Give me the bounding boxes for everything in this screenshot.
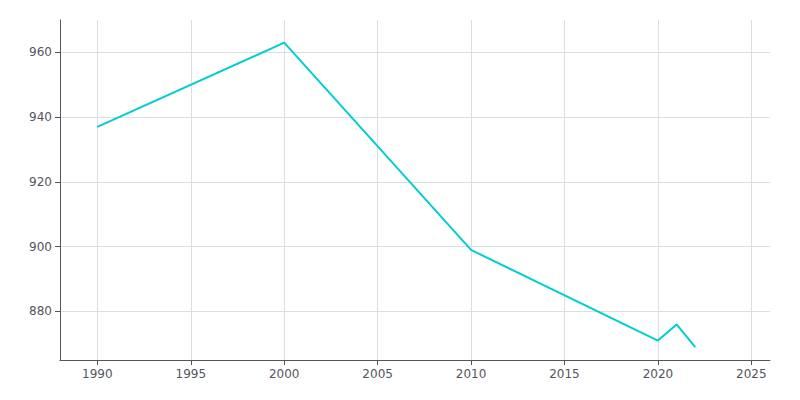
svg-text:2005: 2005 (362, 367, 393, 381)
svg-text:940: 940 (29, 110, 52, 124)
svg-text:1990: 1990 (82, 367, 113, 381)
svg-text:880: 880 (29, 304, 52, 318)
svg-text:2010: 2010 (456, 367, 487, 381)
svg-text:960: 960 (29, 45, 52, 59)
svg-text:920: 920 (29, 175, 52, 189)
svg-text:2020: 2020 (643, 367, 674, 381)
svg-text:1995: 1995 (176, 367, 207, 381)
svg-text:2000: 2000 (269, 367, 300, 381)
svg-text:2025: 2025 (736, 367, 767, 381)
svg-text:900: 900 (29, 240, 52, 254)
svg-text:2015: 2015 (549, 367, 580, 381)
